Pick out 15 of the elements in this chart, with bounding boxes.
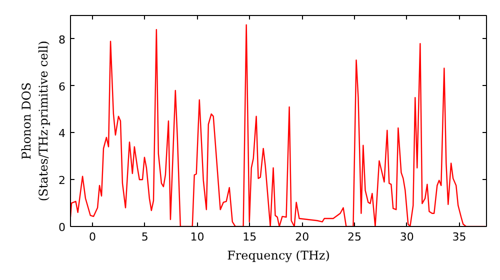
y-tick-label: 0 [58, 221, 66, 234]
x-tick-label: 0 [89, 230, 96, 244]
x-tick-label: 20 [295, 230, 310, 244]
x-tick-label: 15 [242, 230, 257, 244]
x-tick-label: 10 [190, 230, 204, 244]
x-tick-label: 25 [347, 230, 362, 244]
y-tick-label: 2 [58, 174, 66, 188]
y-axis-title: Phonon DOS (States/THz·primitive cell) [20, 40, 50, 202]
y-tick-label: 6 [58, 80, 66, 94]
y-tick-label: 4 [58, 127, 66, 140]
x-tick-label: 35 [452, 230, 466, 244]
y-tick-label: 8 [58, 33, 66, 46]
x-tick-label: 30 [400, 230, 414, 244]
x-axis-title: Frequency (THz) [227, 248, 330, 262]
x-tick-label: 5 [141, 230, 148, 244]
